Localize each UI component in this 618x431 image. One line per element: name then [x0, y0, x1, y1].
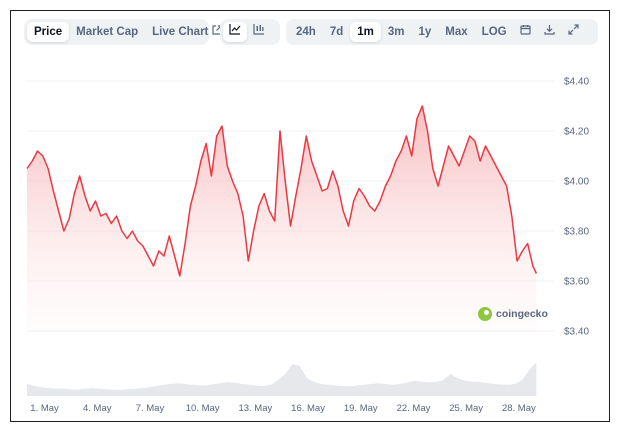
- calendar-icon: [520, 22, 531, 42]
- line-chart-icon: [229, 22, 241, 42]
- price-area-fill: [27, 106, 537, 331]
- range-1m[interactable]: 1m: [350, 22, 381, 42]
- x-tick-label: 10. May: [186, 403, 220, 414]
- range-3m[interactable]: 3m: [381, 22, 412, 42]
- range-1m-label: 1m: [357, 26, 374, 38]
- coingecko-logo-icon: [478, 307, 492, 321]
- candlestick-button[interactable]: [247, 22, 271, 42]
- x-tick-label: 13. May: [238, 403, 272, 414]
- price-chart[interactable]: $4.40 $4.20 $4.00 $3.80 $3.60 $3.40 1. May 4. …: [11, 11, 609, 421]
- range-7d-label: 7d: [329, 26, 344, 38]
- x-tick-label: 1. May: [30, 403, 59, 414]
- x-tick-label: 28. May: [502, 403, 536, 414]
- y-tick-label: $3.60: [564, 277, 589, 288]
- y-tick-label: $4.40: [564, 77, 589, 88]
- x-axis-ticks: 1. May 4. May 7. May 10. May 13. May 16. May 1…: [30, 403, 536, 414]
- expand-button[interactable]: [562, 22, 586, 42]
- candlestick-icon: [253, 22, 265, 42]
- tab-market-cap-label: Market Cap: [76, 26, 139, 38]
- range-switcher: 24h 7d 1m 3m 1y Max LOG: [286, 19, 598, 45]
- view-switcher: Price Market Cap Live Chart: [24, 19, 222, 45]
- x-tick-label: 22. May: [397, 403, 431, 414]
- calendar-button[interactable]: [514, 22, 538, 42]
- range-max[interactable]: Max: [438, 22, 474, 42]
- x-tick-label: 4. May: [83, 403, 112, 414]
- chart-type-switcher: [220, 19, 280, 45]
- range-24h[interactable]: 24h: [289, 22, 323, 42]
- volume-area: [27, 362, 537, 396]
- x-tick-label: 25. May: [449, 403, 483, 414]
- range-3m-label: 3m: [387, 26, 405, 38]
- price-line: [26, 105, 538, 277]
- download-icon: [544, 22, 555, 42]
- range-1y[interactable]: 1y: [412, 22, 439, 42]
- x-tick-label: 19. May: [344, 403, 378, 414]
- y-tick-label: $4.20: [564, 127, 589, 138]
- x-tick-label: 7. May: [136, 403, 165, 414]
- tab-price[interactable]: Price: [27, 22, 70, 42]
- watermark-text: coingecko: [496, 308, 548, 320]
- y-axis-ticks: $4.40 $4.20 $4.00 $3.80 $3.60 $3.40: [564, 77, 589, 338]
- coingecko-watermark: coingecko: [478, 307, 548, 321]
- y-tick-label: $3.80: [564, 227, 589, 238]
- tab-live-chart-label: Live Chart: [152, 26, 209, 38]
- expand-icon: [568, 22, 579, 42]
- tab-market-cap[interactable]: Market Cap: [69, 22, 145, 42]
- price-area: [26, 105, 538, 331]
- range-max-label: Max: [445, 26, 468, 38]
- range-24h-label: 24h: [296, 26, 316, 38]
- line-chart-button[interactable]: [223, 22, 247, 42]
- download-button[interactable]: [538, 22, 562, 42]
- x-tick-label: 16. May: [291, 403, 325, 414]
- tab-price-label: Price: [34, 26, 63, 38]
- range-1y-label: 1y: [418, 26, 432, 38]
- chart-card: Price Market Cap Live Chart 2: [10, 10, 610, 422]
- volume-bars: [27, 362, 537, 396]
- y-tick-label: $4.00: [564, 177, 589, 188]
- y-tick-label: $3.40: [564, 327, 589, 338]
- log-scale-toggle[interactable]: LOG: [475, 22, 514, 42]
- log-scale-label: LOG: [481, 26, 507, 38]
- range-7d[interactable]: 7d: [323, 22, 350, 42]
